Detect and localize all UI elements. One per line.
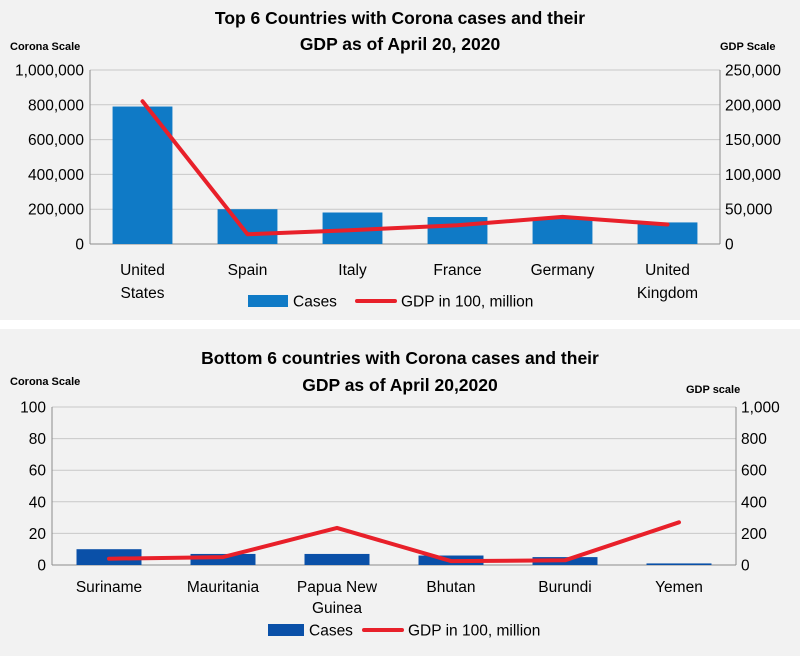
- bar-5: [532, 218, 593, 244]
- bar-6: [637, 222, 698, 244]
- right-tick-label: 150,000: [725, 132, 781, 149]
- bottom-chart: Bottom 6 countries with Corona cases and…: [10, 348, 780, 640]
- chart-title: GDP as of April 20,2020: [302, 375, 498, 395]
- right-tick-label: 250,000: [725, 63, 781, 80]
- legend-cases-swatch: [248, 295, 288, 307]
- legend-cases-label: Cases: [309, 623, 353, 640]
- legend-gdp-label: GDP in 100, million: [401, 294, 533, 311]
- bar-4: [427, 217, 488, 244]
- bar-2: [190, 553, 256, 565]
- right-tick-label: 0: [741, 558, 750, 575]
- chart-title: Top 6 Countries with Corona cases and th…: [215, 8, 585, 28]
- left-tick-label: 40: [29, 494, 47, 511]
- left-tick-label: 20: [29, 526, 47, 543]
- chart-title: GDP as of April 20, 2020: [300, 34, 501, 54]
- bottom-chart-panel: Bottom 6 countries with Corona cases and…: [0, 329, 800, 656]
- right-axis-label: GDP scale: [686, 384, 740, 396]
- left-tick-label: 0: [37, 558, 46, 575]
- category-label: Kingdom: [637, 285, 698, 302]
- right-tick-label: 200: [741, 526, 767, 543]
- category-label: France: [433, 262, 481, 279]
- left-tick-label: 600,000: [28, 132, 84, 149]
- left-tick-label: 200,000: [28, 202, 84, 219]
- chart-title: Bottom 6 countries with Corona cases and…: [201, 348, 599, 368]
- category-label: Papua New: [297, 579, 378, 596]
- category-label: Italy: [338, 262, 367, 279]
- category-label: Burundi: [538, 579, 591, 596]
- left-tick-label: 0: [75, 237, 84, 254]
- left-tick-label: 400,000: [28, 167, 84, 184]
- right-tick-label: 1,000: [741, 400, 780, 417]
- category-label: Suriname: [76, 579, 142, 596]
- left-axis-label: Corona Scale: [10, 41, 80, 53]
- right-tick-label: 50,000: [725, 202, 773, 219]
- category-label: Germany: [531, 262, 595, 279]
- right-tick-label: 600: [741, 463, 767, 480]
- left-tick-label: 800,000: [28, 97, 84, 114]
- category-label: United: [120, 262, 165, 279]
- category-label: United: [645, 262, 690, 279]
- top-chart-panel: Top 6 Countries with Corona cases and th…: [0, 0, 800, 320]
- right-tick-label: 800: [741, 431, 767, 448]
- category-label: Mauritania: [187, 579, 260, 596]
- right-tick-label: 400: [741, 494, 767, 511]
- right-tick-label: 0: [725, 237, 734, 254]
- category-label: Bhutan: [426, 579, 475, 596]
- gdp-line: [107, 520, 681, 564]
- bar-3: [304, 553, 370, 565]
- right-tick-label: 100,000: [725, 167, 781, 184]
- right-axis-label: GDP Scale: [720, 41, 775, 53]
- top-chart: Top 6 Countries with Corona cases and th…: [10, 8, 781, 311]
- category-label: Guinea: [312, 600, 362, 617]
- left-axis-label: Corona Scale: [10, 376, 80, 388]
- left-tick-label: 100: [20, 400, 46, 417]
- left-tick-label: 1,000,000: [15, 63, 84, 80]
- right-tick-label: 200,000: [725, 97, 781, 114]
- gdp-line: [140, 99, 670, 237]
- left-tick-label: 60: [29, 463, 47, 480]
- bar-2: [217, 209, 278, 244]
- legend-gdp-label: GDP in 100, million: [408, 623, 540, 640]
- category-label: Yemen: [655, 579, 703, 596]
- category-label: States: [121, 285, 165, 302]
- bar-6: [646, 563, 712, 565]
- legend-cases-label: Cases: [293, 294, 337, 311]
- legend-cases-swatch: [268, 624, 304, 636]
- left-tick-label: 80: [29, 431, 47, 448]
- category-label: Spain: [228, 262, 268, 279]
